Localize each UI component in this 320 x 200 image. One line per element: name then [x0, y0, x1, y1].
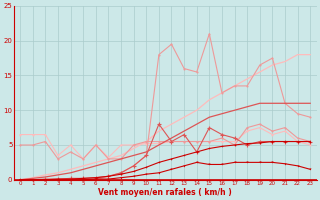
X-axis label: Vent moyen/en rafales ( km/h ): Vent moyen/en rafales ( km/h ) — [98, 188, 232, 197]
